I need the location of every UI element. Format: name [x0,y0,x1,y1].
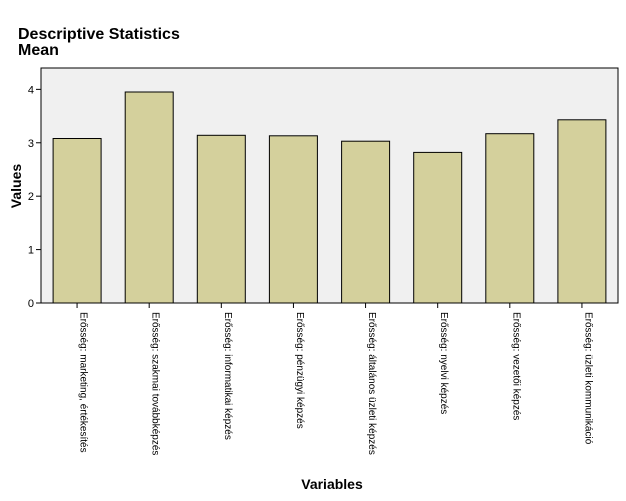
y-tick-label-3: 3 [28,138,34,150]
bar-2 [124,91,174,304]
x-tick-label-4: Erősség: pénzügyi képzés [294,312,305,429]
x-tick-label-5: Erősség: általános üzleti képzés [366,312,377,455]
x-tick-label-2: Erősség: szakmai továbbképzés [150,312,161,455]
y-axis-label: Values [8,164,24,209]
y-tick-label-1: 1 [28,245,34,257]
bar-7 [485,133,535,304]
y-tick-label-0: 0 [28,298,34,310]
bar-8 [557,119,607,304]
y-axis: 0 1 2 3 4 [28,84,41,310]
bar-4 [268,135,318,304]
x-axis: Erősség: marketing, értékesítés Erősség: … [76,303,593,455]
x-tick-label-8: Erősség: üzleti kommunikáció [582,312,593,445]
chart-subtitle-text: Mean [18,42,59,59]
x-tick-label-6: Erősség: nyelvi képzés [438,312,449,414]
x-axis-label: Variables [301,476,363,492]
bar-5 [341,140,391,304]
x-tick-label-7: Erősség: vezetői képzés [510,312,521,420]
chart-title-text: Descriptive Statistics [18,26,180,43]
bar-3 [196,134,246,304]
y-tick-label-4: 4 [28,84,34,96]
chart-title: Descriptive Statistics Mean [18,27,180,59]
bars-group [52,91,607,304]
bar-1 [52,138,102,304]
bar-6 [413,151,463,304]
x-tick-label-3: Erősség: informatikai képzés [222,312,233,440]
x-tick-label-1: Erősség: marketing, értékesítés [78,312,89,453]
y-tick-label-2: 2 [28,191,34,203]
